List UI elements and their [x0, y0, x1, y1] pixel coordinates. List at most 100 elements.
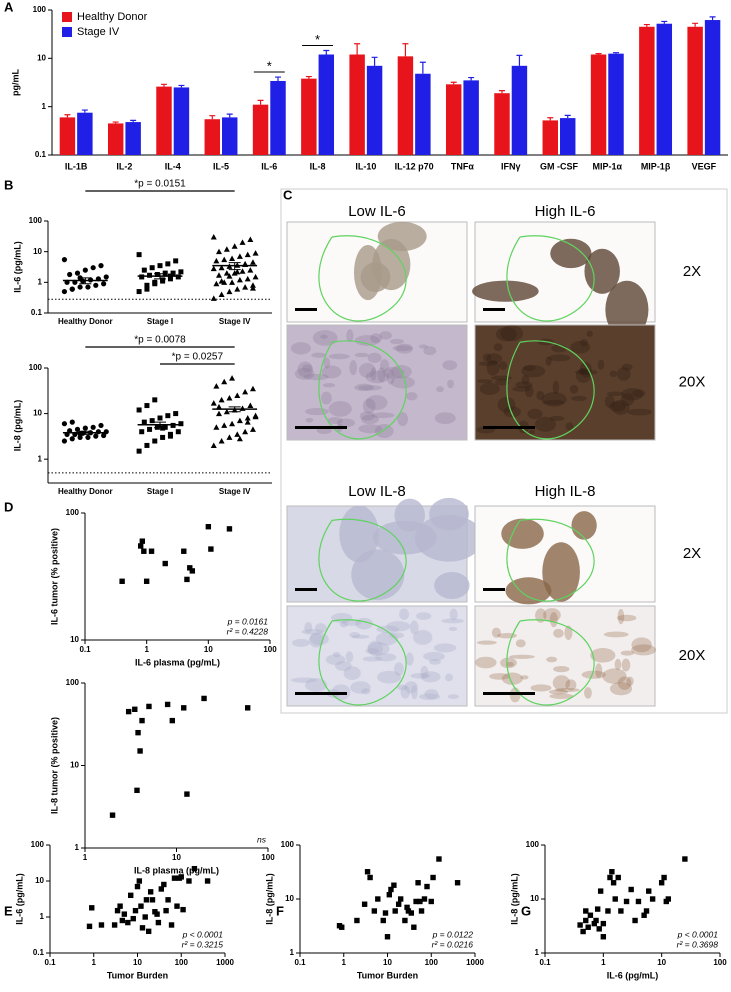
point [239, 268, 246, 274]
y-axis-label: IL-8 tumor (% positive) [49, 717, 59, 814]
point [215, 272, 222, 278]
y-tick-label: 10 [33, 409, 42, 418]
sem-bar [79, 277, 92, 285]
point [114, 907, 121, 914]
tissue [362, 398, 376, 414]
point [252, 413, 259, 420]
tissue [321, 365, 342, 379]
point [580, 928, 586, 935]
point [210, 295, 217, 301]
point [605, 908, 611, 914]
point [98, 922, 105, 928]
point [178, 421, 184, 427]
bar [560, 118, 576, 155]
micrograph-title: Low IL-6 [348, 203, 406, 220]
point [628, 886, 634, 893]
tissue [392, 345, 413, 352]
error-bar [354, 43, 361, 55]
legend-label: Stage IV [77, 26, 120, 38]
tissue [413, 629, 433, 645]
tissue [367, 642, 390, 656]
micrograph [286, 324, 468, 441]
point [160, 434, 166, 440]
point [682, 856, 688, 862]
tissue [303, 373, 329, 381]
bar [318, 54, 335, 155]
point [215, 248, 222, 255]
x-tick-label: IL-8 [310, 161, 326, 171]
point [234, 286, 241, 292]
tissue [367, 352, 382, 363]
tissue [554, 687, 580, 693]
tumor-outline [506, 518, 595, 602]
point [147, 426, 153, 432]
point [128, 892, 134, 899]
point [408, 910, 415, 916]
tumor-outline [318, 340, 407, 440]
x-tick-label: 10 [657, 958, 666, 967]
tissue [509, 654, 535, 659]
tissue [570, 340, 591, 354]
x-tick-label: IL-5 [213, 161, 229, 171]
tissue [343, 666, 361, 681]
point [594, 906, 601, 912]
point [354, 917, 360, 924]
point [165, 897, 171, 903]
micrograph-title: Low IL-8 [348, 483, 406, 500]
x-tick-label: 0.1 [44, 958, 56, 967]
point [247, 267, 254, 273]
x-tick-label: MIP-1α [593, 161, 623, 171]
point [93, 433, 99, 439]
tissue [584, 687, 592, 699]
point [223, 246, 230, 252]
point [382, 910, 389, 916]
point [665, 896, 672, 902]
error-bar [547, 117, 554, 121]
point [61, 438, 68, 444]
stat-annotation: p < 0.0001 [182, 929, 224, 939]
point [361, 901, 368, 907]
tissue [569, 384, 579, 394]
error-bar [226, 113, 233, 118]
tissue [365, 370, 390, 384]
point [249, 385, 256, 392]
tissue [491, 627, 501, 638]
bar [445, 84, 462, 155]
tissue [553, 665, 570, 673]
error-bar [402, 43, 409, 57]
tissue [586, 330, 593, 337]
tissue [339, 505, 379, 563]
tissue [631, 637, 652, 653]
tissue [590, 648, 616, 663]
point [245, 705, 251, 711]
tissue [617, 676, 632, 690]
tissue [552, 380, 560, 395]
tissue [535, 608, 547, 623]
point [609, 869, 615, 875]
point [244, 419, 251, 425]
tissue [545, 356, 552, 366]
tissue [310, 632, 329, 646]
x-tick-label: 1 [144, 645, 149, 654]
error-bar [178, 84, 185, 88]
tissue [475, 656, 497, 669]
tissue [595, 663, 603, 678]
tissue [397, 684, 408, 691]
point [117, 903, 123, 909]
point [417, 898, 423, 905]
point [130, 915, 136, 922]
point [244, 251, 251, 258]
x-tick-label: Stage IV [219, 487, 251, 496]
point [249, 285, 256, 291]
error-bar [64, 114, 71, 118]
x-tick-label: 0.1 [79, 645, 91, 654]
x-tick-label: 10 [172, 853, 181, 862]
bar [270, 80, 286, 155]
tissue [429, 658, 441, 665]
point [635, 898, 642, 905]
point [205, 524, 212, 530]
tissue [350, 681, 371, 694]
point [145, 928, 152, 935]
point [154, 272, 160, 278]
y-tick-label: 1 [40, 912, 45, 921]
